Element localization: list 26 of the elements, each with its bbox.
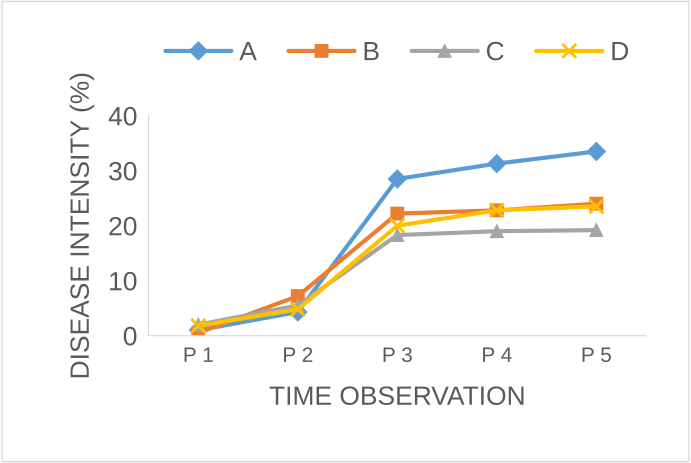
x-tick-label: P 3: [384, 347, 412, 362]
point: [589, 223, 604, 238]
x-axis-title: TIME OBSERVATION: [270, 386, 524, 406]
point: [289, 300, 306, 318]
y-tick-label: 10: [110, 272, 136, 291]
point: [388, 169, 407, 189]
point: [586, 142, 606, 162]
y-axis-title: DISEASE INTENSITY (%): [70, 74, 94, 378]
x-tick-label: P 5: [582, 348, 611, 362]
point: [390, 206, 404, 221]
point: [490, 224, 504, 238]
point: [388, 217, 406, 234]
y-tick-label: 40: [108, 106, 136, 126]
point: [487, 154, 506, 174]
x-tick-label: P 2: [284, 347, 312, 362]
x-tick-label: P 1: [184, 348, 213, 362]
point: [390, 228, 404, 242]
legend-label: D: [612, 42, 628, 60]
y-tick-label: 0: [124, 326, 136, 346]
x-tick-label: P 4: [483, 348, 512, 362]
y-tick-label: 20: [109, 216, 136, 236]
legend-label: A: [239, 42, 257, 60]
legend-label: B: [364, 42, 379, 60]
point: [588, 198, 605, 215]
y-tick-label: 30: [109, 162, 136, 181]
legend-label: C: [486, 42, 504, 60]
